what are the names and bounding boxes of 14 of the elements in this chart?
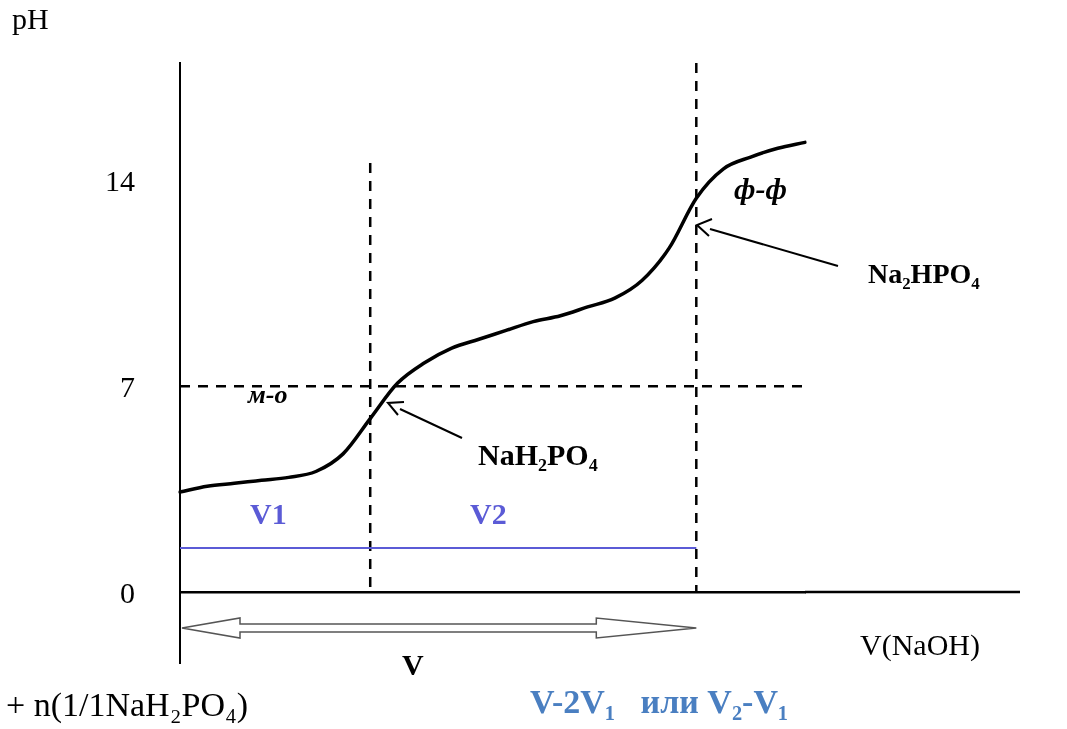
annotation: V1 [250,497,287,531]
annotation: V2 [470,497,507,531]
y-axis-title: pH [12,2,49,36]
y-tick-label: 14 [105,164,135,198]
text: V [402,648,424,682]
y-tick-label: 0 [120,575,135,609]
text: Na₂HPO₄ [868,258,980,290]
text: V-2V₁ или V₂-V₁ [530,683,789,721]
text: V(NaOH) [860,628,980,662]
annotation: ф-ф [734,172,787,206]
text: + n(1/1NaH₂PO₄) [6,686,249,724]
y-tick-label: 7 [120,370,135,404]
annotation: NaH₂PO₄ [478,438,598,472]
annotation: м-о [248,380,288,410]
